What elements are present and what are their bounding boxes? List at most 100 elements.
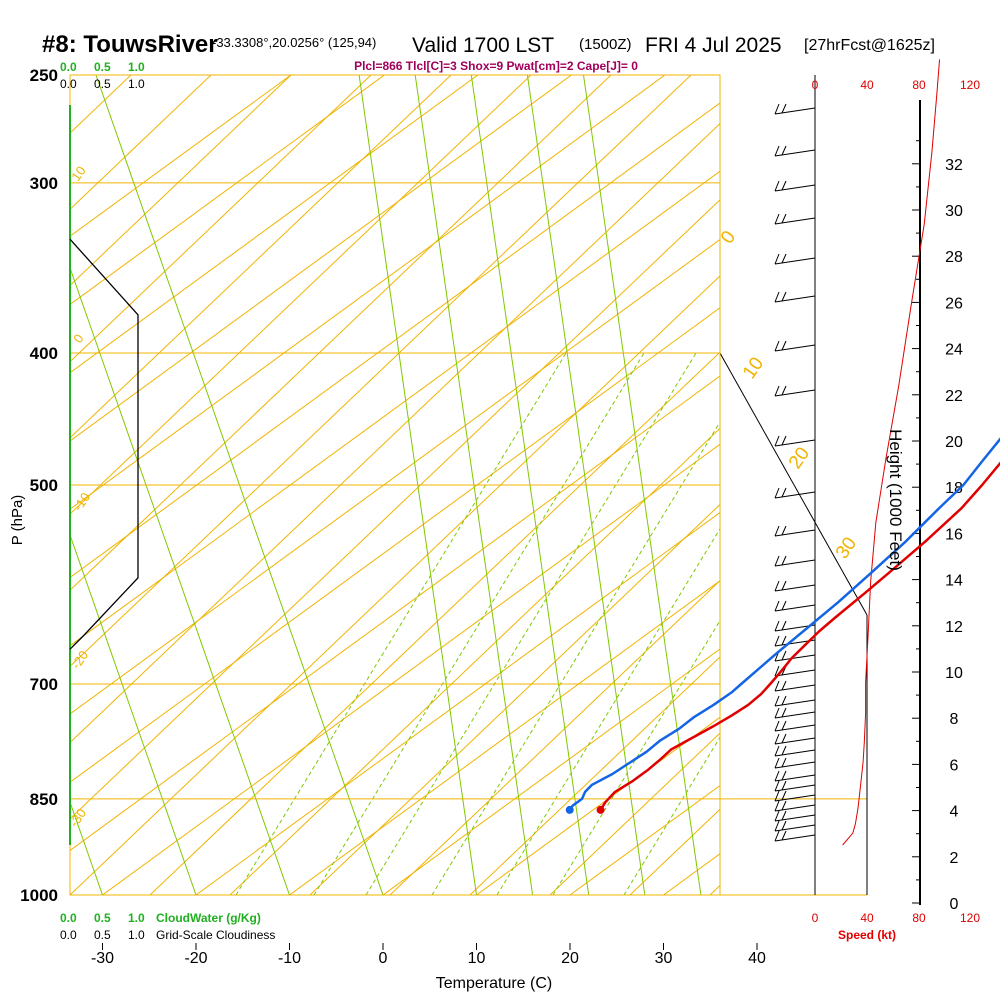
x-tick-label: 10 — [468, 950, 486, 967]
moist-adiabat-line — [470, 75, 590, 895]
wind-barb-staff — [774, 149, 816, 157]
wind-barb-flag — [774, 435, 780, 447]
wind-barb-staff — [774, 684, 816, 692]
wind-barb — [774, 180, 816, 192]
wind-barb-flag — [774, 810, 780, 822]
skew-temp-label: 10 — [739, 354, 768, 383]
cloud-scale-bottom: 0.0 0.5 1.0 CloudWater (g/Kg) 0.0 0.5 1.… — [60, 911, 275, 942]
wind-barb-flag — [781, 525, 787, 536]
wind-barb-flag — [781, 733, 787, 744]
height-tick-label: 0 — [950, 896, 959, 913]
moist-adiabat-line — [526, 75, 646, 895]
axis-ticks: -30 -20 -10 0 10 20 30 40 — [91, 943, 766, 967]
wind-barb-staff — [774, 774, 816, 782]
wind-barb-flag — [781, 790, 787, 801]
x-tick-label: 30 — [655, 950, 673, 967]
dry-adiabat-line — [70, 75, 372, 363]
cloudwater-label: CloudWater (g/Kg) — [156, 911, 261, 925]
isotherm-line — [851, 75, 1000, 895]
height-tick-label: 32 — [945, 157, 963, 174]
wind-barb-flag — [774, 340, 780, 352]
x-tick-label: -10 — [278, 950, 301, 967]
wind-barb-flag — [774, 695, 780, 707]
wind-barb — [774, 720, 816, 732]
wind-barb — [774, 103, 816, 115]
wind-barb — [774, 340, 816, 352]
mixing-ratio-label: 5 — [420, 902, 436, 917]
wind-barb-staff — [774, 804, 816, 812]
wind-barb-flag — [781, 385, 787, 396]
wind-barb — [774, 291, 816, 303]
x-tick-label: -30 — [91, 950, 114, 967]
wind-barb-flag — [774, 707, 780, 719]
height-tick-label: 22 — [945, 388, 963, 405]
wind-barb-staff — [774, 724, 816, 732]
cl-top-0: 0.0 — [60, 77, 77, 91]
terrain-line — [719, 352, 868, 616]
wind-barb — [774, 145, 816, 157]
wind-barb-staff — [774, 699, 816, 707]
height-tick-label: 18 — [945, 480, 963, 497]
mixing-ratio-line — [552, 619, 720, 895]
wind-barb — [774, 757, 816, 769]
dry-adiabat-lines — [70, 75, 702, 895]
dry-adiabat-line — [389, 580, 720, 895]
wind-barb-flag — [774, 830, 780, 842]
wind-barb — [774, 820, 816, 832]
moist-adiabat-line — [70, 533, 197, 895]
wind-barb-staff — [774, 824, 816, 832]
wind-barb-flag — [774, 780, 780, 792]
moist-adiabat-line — [583, 75, 702, 895]
wind-barb-staff — [774, 761, 816, 769]
wind-barb-flag — [781, 707, 787, 718]
height-tick-label: 24 — [945, 342, 963, 359]
wind-barb-flag — [781, 800, 787, 811]
wind-barb-staff — [774, 814, 816, 822]
moist-adiabat-line — [358, 75, 477, 895]
wind-barb-flag — [781, 680, 787, 691]
wind-barb-flag — [774, 745, 780, 757]
pressure-tick-label: 250 — [30, 66, 58, 85]
wind-barb-flag — [774, 525, 780, 537]
wind-barb-flag — [774, 253, 780, 265]
wind-barb-flag — [781, 720, 787, 731]
x-tick-label: -20 — [184, 950, 207, 967]
isotherm-line — [70, 75, 385, 306]
wind-barb-flag — [781, 435, 787, 446]
wind-barb — [774, 745, 816, 757]
wind-barb-staff — [774, 559, 816, 567]
height-tick-label: 14 — [945, 573, 963, 590]
wind-barb-flag — [781, 580, 787, 591]
wind-barb-flag — [781, 770, 787, 781]
wind-barb-staff — [774, 711, 816, 719]
wind-barb-flag — [774, 770, 780, 782]
height-tick-label: 6 — [950, 757, 959, 774]
wind-barb-flag — [774, 720, 780, 732]
wind-barb-flag — [781, 253, 787, 264]
wind-barb-staff — [774, 184, 816, 192]
pressure-tick-label: 850 — [30, 790, 58, 809]
wind-barb-staff — [774, 529, 816, 537]
dry-adiabat-line — [70, 75, 292, 287]
wind-barb-flag — [781, 830, 787, 841]
wind-barb-flag — [781, 620, 787, 631]
isotherm-line — [70, 75, 572, 442]
dry-adiabat-line — [70, 75, 452, 439]
wind-barb-flag — [781, 695, 787, 706]
wind-barb-flag — [774, 487, 780, 499]
wind-barb-flag — [781, 340, 787, 351]
cw-bot-0: 0.0 — [60, 911, 77, 925]
cw-top-05: 0.5 — [94, 60, 111, 74]
cl-bot-05: 0.5 — [94, 928, 111, 942]
wind-barb-flag — [774, 733, 780, 745]
profile-lines — [69, 238, 1000, 814]
moist-adiabat-line — [95, 75, 384, 895]
wind-barb-staff — [774, 784, 816, 792]
wind-barb — [774, 790, 816, 802]
temperature-profile — [599, 461, 1000, 811]
wind-barb-flag — [774, 580, 780, 592]
dewpoint-surface-dot — [565, 805, 574, 814]
speed-axis-label: Speed (kt) — [838, 928, 896, 942]
